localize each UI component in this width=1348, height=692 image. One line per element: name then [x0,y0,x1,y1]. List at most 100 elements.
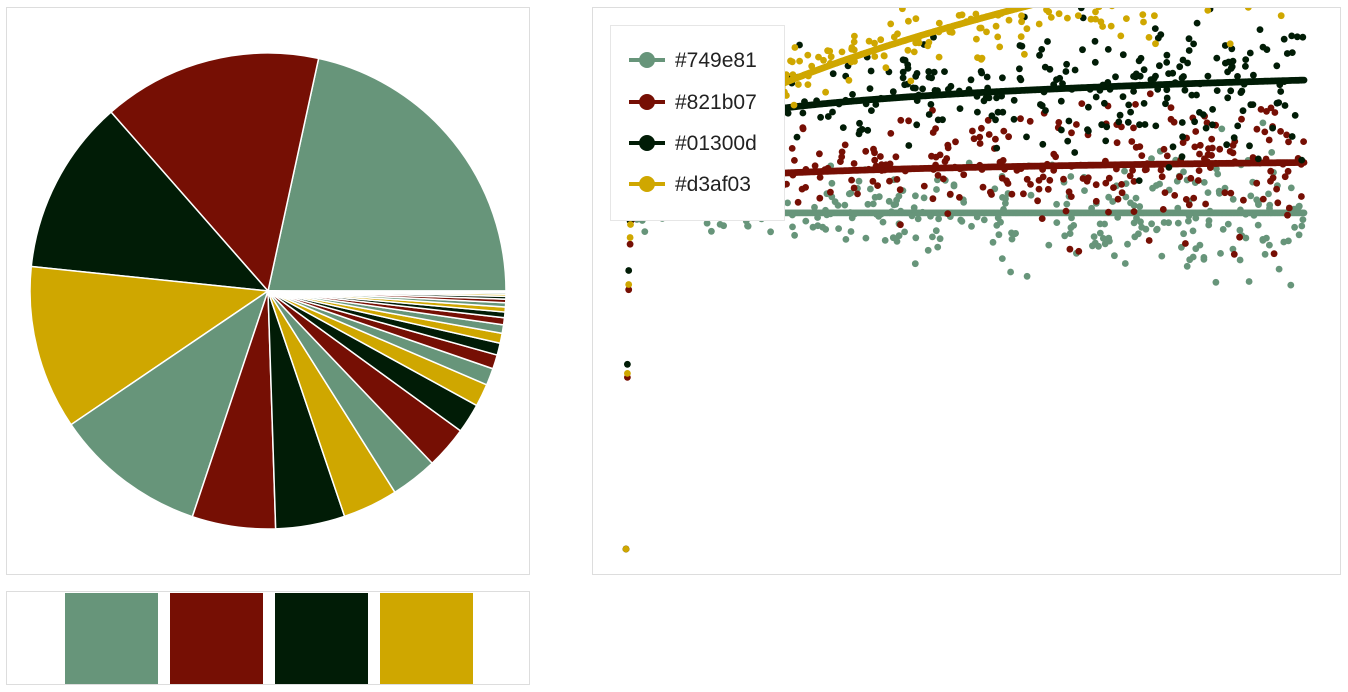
data-point [1058,126,1065,134]
data-point [796,57,803,65]
data-point [784,109,792,117]
data-point [968,222,975,230]
data-point [1096,229,1104,237]
data-point [1099,23,1106,30]
data-point [1236,256,1244,264]
data-point [828,179,836,187]
data-point [951,163,959,171]
data-point [933,186,940,193]
data-point [1238,115,1245,123]
data-point [1189,253,1197,261]
pie-slice [30,111,270,292]
data-point [822,88,829,96]
data-point [1137,54,1145,62]
data-point [1192,214,1200,222]
data-point [1246,49,1254,57]
data-point [1146,90,1154,98]
data-point [1268,149,1276,156]
data-point [871,53,879,60]
data-point [1275,99,1283,106]
data-point [913,97,921,104]
data-point [915,91,923,99]
data-point [1000,127,1008,135]
data-point [1035,177,1043,184]
data-point [896,186,904,194]
data-point [1154,34,1162,42]
data-point [998,255,1006,262]
data-point [789,71,797,78]
data-point [1236,226,1244,234]
data-point [1170,118,1178,126]
data-point [1298,156,1306,164]
data-point [1145,237,1153,244]
data-point [1023,25,1031,33]
data-point [1118,123,1125,131]
data-point [802,217,810,225]
data-point [1295,231,1303,239]
data-point [793,133,801,141]
data-point [1070,222,1078,229]
data-point [925,111,933,118]
data-point [1105,193,1113,201]
data-point [1149,184,1156,192]
data-point [1250,212,1258,219]
legend-marker-2 [639,135,655,151]
data-point [1140,100,1148,107]
data-point [952,138,959,146]
pie-slice [109,52,320,293]
data-point [932,227,940,235]
data-point [835,100,843,108]
swatch-0 [65,593,158,684]
data-point [1102,179,1110,187]
data-point [1068,163,1075,170]
data-point [925,68,933,75]
data-point [1227,65,1235,72]
data-point [1115,118,1123,126]
data-point [1190,194,1198,202]
data-point [888,208,895,216]
data-point [1208,135,1216,143]
data-point [919,85,926,93]
data-point [1191,118,1198,126]
data-point [946,28,954,36]
data-point [929,233,936,241]
data-point [1136,81,1144,89]
data-point [1067,173,1075,180]
data-point [1182,240,1189,247]
data-point [1163,59,1171,66]
data-point [977,68,985,75]
data-point [910,48,918,56]
data-point [1103,123,1111,131]
data-point [943,155,951,162]
data-point [1101,240,1109,248]
data-point [622,545,630,553]
data-point [1152,122,1160,130]
data-point [1259,43,1267,51]
data-point [1130,178,1138,185]
data-point [992,135,999,143]
data-point [1113,165,1120,173]
data-point [868,107,875,114]
data-point [1068,129,1075,137]
data-point [997,10,1005,17]
data-point [1045,241,1053,249]
data-point [1204,8,1212,14]
data-point [887,130,895,137]
data-point [976,133,984,141]
data-point [1244,8,1252,11]
legend-entry: #01300d [611,123,784,163]
data-point [1035,20,1043,28]
data-point [641,228,649,236]
data-point [1092,93,1100,101]
data-point [1018,18,1025,26]
data-point [1180,73,1187,80]
data-point [1118,189,1126,197]
data-point [1236,233,1243,241]
data-point [1065,117,1073,125]
data-point [1045,8,1053,16]
data-point [1010,96,1018,104]
data-point [1079,46,1086,54]
data-point [847,58,855,66]
data-point [1163,152,1171,160]
data-point [1212,159,1220,167]
